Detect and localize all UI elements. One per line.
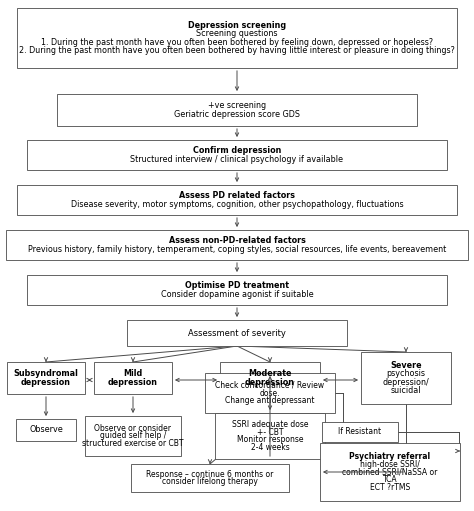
Text: Response – continue 6 months or: Response – continue 6 months or — [146, 470, 273, 479]
Text: Assessment of severity: Assessment of severity — [188, 329, 286, 337]
FancyBboxPatch shape — [220, 362, 320, 394]
Text: +- CBT: +- CBT — [257, 428, 283, 437]
Text: Disease severity, motor symptoms, cognition, other psychopathology, fluctuations: Disease severity, motor symptoms, cognit… — [71, 199, 403, 208]
Text: Observe: Observe — [29, 426, 63, 434]
Text: suicidal: suicidal — [391, 385, 421, 394]
Text: Optimise PD treatment: Optimise PD treatment — [185, 282, 289, 290]
Text: If Resistant: If Resistant — [338, 428, 382, 436]
Text: Moderate: Moderate — [248, 369, 292, 379]
Text: depression: depression — [21, 378, 71, 386]
Text: dose.: dose. — [260, 388, 280, 398]
FancyBboxPatch shape — [361, 352, 451, 404]
Text: consider lifelong therapy: consider lifelong therapy — [162, 477, 258, 486]
FancyBboxPatch shape — [131, 464, 289, 492]
FancyBboxPatch shape — [127, 320, 347, 346]
Text: Assess PD related factors: Assess PD related factors — [179, 192, 295, 200]
Text: Mild: Mild — [123, 369, 143, 379]
Text: Monitor response: Monitor response — [237, 435, 303, 444]
Text: depression/: depression/ — [383, 378, 429, 386]
Text: Change antidepressant: Change antidepressant — [225, 396, 315, 405]
Text: Consider dopamine agonist if suitable: Consider dopamine agonist if suitable — [161, 290, 313, 298]
FancyBboxPatch shape — [215, 413, 325, 459]
FancyBboxPatch shape — [7, 362, 85, 394]
Text: combined SSRI/NaSSA or: combined SSRI/NaSSA or — [342, 468, 438, 476]
Text: TCA: TCA — [383, 475, 397, 484]
FancyBboxPatch shape — [16, 419, 76, 441]
FancyBboxPatch shape — [17, 8, 457, 68]
Text: Assess non-PD-related factors: Assess non-PD-related factors — [169, 237, 305, 245]
Text: Previous history, family history, temperament, coping styles, social resources, : Previous history, family history, temper… — [28, 244, 446, 253]
Text: guided self help /: guided self help / — [100, 431, 166, 440]
FancyBboxPatch shape — [94, 362, 172, 394]
Text: Psychiatry referral: Psychiatry referral — [349, 452, 430, 461]
Text: Confirm depression: Confirm depression — [193, 147, 281, 155]
FancyBboxPatch shape — [320, 443, 460, 501]
Text: depression: depression — [108, 378, 158, 386]
Text: Geriatric depression score GDS: Geriatric depression score GDS — [174, 109, 300, 119]
Text: Structured interview / clinical psychology if available: Structured interview / clinical psycholo… — [130, 154, 344, 164]
Text: Observe or consider: Observe or consider — [94, 424, 172, 433]
Text: 2-4 weeks: 2-4 weeks — [251, 443, 289, 452]
Text: psychosis: psychosis — [386, 369, 426, 379]
Text: Severe: Severe — [390, 361, 422, 370]
FancyBboxPatch shape — [205, 373, 335, 413]
Text: Check concordance / Review: Check concordance / Review — [216, 381, 325, 390]
FancyBboxPatch shape — [85, 416, 181, 456]
FancyBboxPatch shape — [27, 140, 447, 170]
Text: SSRI adequate dose: SSRI adequate dose — [232, 420, 308, 429]
FancyBboxPatch shape — [17, 185, 457, 215]
Text: depression: depression — [245, 378, 295, 386]
Text: Screening questions: Screening questions — [196, 30, 278, 38]
FancyBboxPatch shape — [27, 275, 447, 305]
Text: 1. During the past month have you often been bothered by feeling down, depressed: 1. During the past month have you often … — [41, 37, 433, 47]
Text: 2. During the past month have you often been bothered by having little interest : 2. During the past month have you often … — [19, 45, 455, 55]
FancyBboxPatch shape — [57, 94, 417, 126]
Text: ECT ?rTMS: ECT ?rTMS — [370, 483, 410, 492]
Text: structured exercise or CBT: structured exercise or CBT — [82, 439, 184, 448]
FancyBboxPatch shape — [322, 422, 398, 442]
Text: high-dose SSRI/: high-dose SSRI/ — [360, 460, 420, 469]
FancyBboxPatch shape — [6, 230, 468, 260]
Text: Subsyndromal: Subsyndromal — [14, 369, 78, 379]
Text: Depression screening: Depression screening — [188, 21, 286, 31]
Text: +ve screening: +ve screening — [208, 102, 266, 110]
